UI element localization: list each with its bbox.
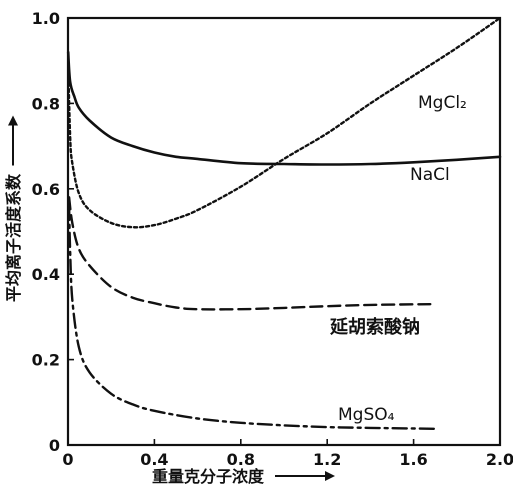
x-tick-label: 0 — [62, 450, 73, 469]
series-line-mgcl2 — [67, 16, 502, 229]
x-tick-label: 0.8 — [227, 450, 255, 469]
x-axis-title: 重量克分子浓度 — [152, 467, 265, 486]
y-tick-label: 0.2 — [32, 351, 60, 370]
tick-group: 0 0.4 0.8 1.2 1.6 2.0 0 0.2 0.4 0.6 0.8 1.0 — [32, 9, 513, 469]
y-tick-label: 0.4 — [32, 265, 60, 284]
y-tick-label: 0 — [49, 436, 60, 455]
y-tick-label: 0.8 — [32, 94, 60, 113]
x-tick-label: 1.6 — [399, 450, 427, 469]
label-group: NaCl MgCl₂ 延胡索酸钠 MgSO₄ — [8, 93, 467, 481]
series-line-sodium-fumarate — [67, 196, 437, 311]
series-label-nacl: NaCl — [410, 165, 450, 185]
y-axis-arrow-head — [8, 115, 18, 126]
y-axis-title: 平均离子活度系数 — [4, 173, 23, 302]
plot-frame — [66, 16, 502, 447]
series-label-mgso4: MgSO₄ — [338, 405, 395, 425]
series-label-sodium-fumarate: 延胡索酸钠 — [329, 316, 420, 338]
x-tick-label: 0.4 — [140, 450, 168, 469]
y-tick-label: 1.0 — [32, 9, 60, 28]
x-axis-arrow-head — [325, 471, 336, 481]
x-tick-label: 2.0 — [486, 450, 513, 469]
axes — [66, 16, 502, 447]
y-tick-label: 0.6 — [32, 180, 60, 199]
x-tick-label: 1.2 — [313, 450, 341, 469]
series-label-mgcl2: MgCl₂ — [418, 93, 467, 113]
series-line-mgso4 — [67, 204, 437, 430]
series-group — [66, 16, 502, 430]
series-line-nacl — [66, 50, 502, 166]
